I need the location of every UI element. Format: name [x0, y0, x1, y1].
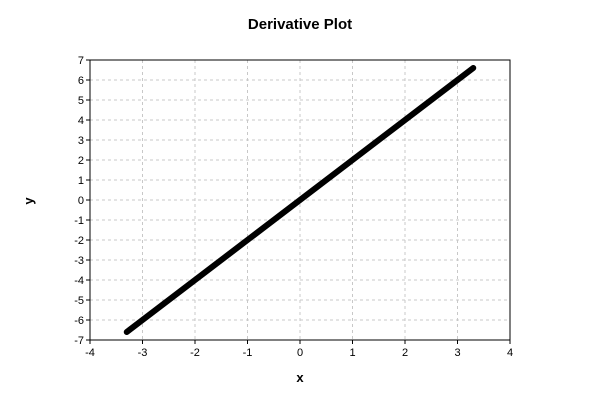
axis-ticks: -4 -3 -2 -1 0 1 2 3 4 -7 -6 -5 -4 -3 -2 -1 0 1 2 3 4 5 6 7 [74, 55, 513, 359]
y-axis-label: y [21, 197, 36, 205]
x-tick-label: -4 [85, 347, 95, 359]
x-tick-label: -1 [243, 347, 253, 359]
y-tick-label: 1 [78, 175, 84, 187]
y-tick-label: 7 [78, 55, 84, 67]
plot-frame [89, 59, 511, 341]
x-tick-label: 3 [454, 347, 460, 359]
y-tick-label: 4 [78, 115, 84, 127]
y-tick-label: 2 [78, 155, 84, 167]
x-axis-label: x [296, 370, 304, 385]
y-tick-label: -1 [74, 215, 84, 227]
y-tick-label: -2 [74, 235, 84, 247]
y-tick-label: 0 [78, 195, 84, 207]
y-tick-label: -7 [74, 335, 84, 347]
series-line [123, 65, 477, 335]
y-tick-label: -3 [74, 255, 84, 267]
x-tick-label: -2 [190, 347, 200, 359]
x-tick-label: 0 [297, 347, 303, 359]
x-tick-label: -3 [138, 347, 148, 359]
y-tick-label: 6 [78, 75, 84, 87]
x-tick-label: 1 [349, 347, 355, 359]
y-tick-label: -5 [74, 295, 84, 307]
y-tick-label: -4 [74, 275, 84, 287]
x-tick-label: 2 [402, 347, 408, 359]
series-layer [123, 65, 477, 335]
x-tick-label: 4 [507, 347, 513, 359]
y-tick-label: -6 [74, 315, 84, 327]
chart-title: Derivative Plot [248, 16, 352, 33]
y-tick-label: 5 [78, 95, 84, 107]
y-tick-label: 3 [78, 135, 84, 147]
